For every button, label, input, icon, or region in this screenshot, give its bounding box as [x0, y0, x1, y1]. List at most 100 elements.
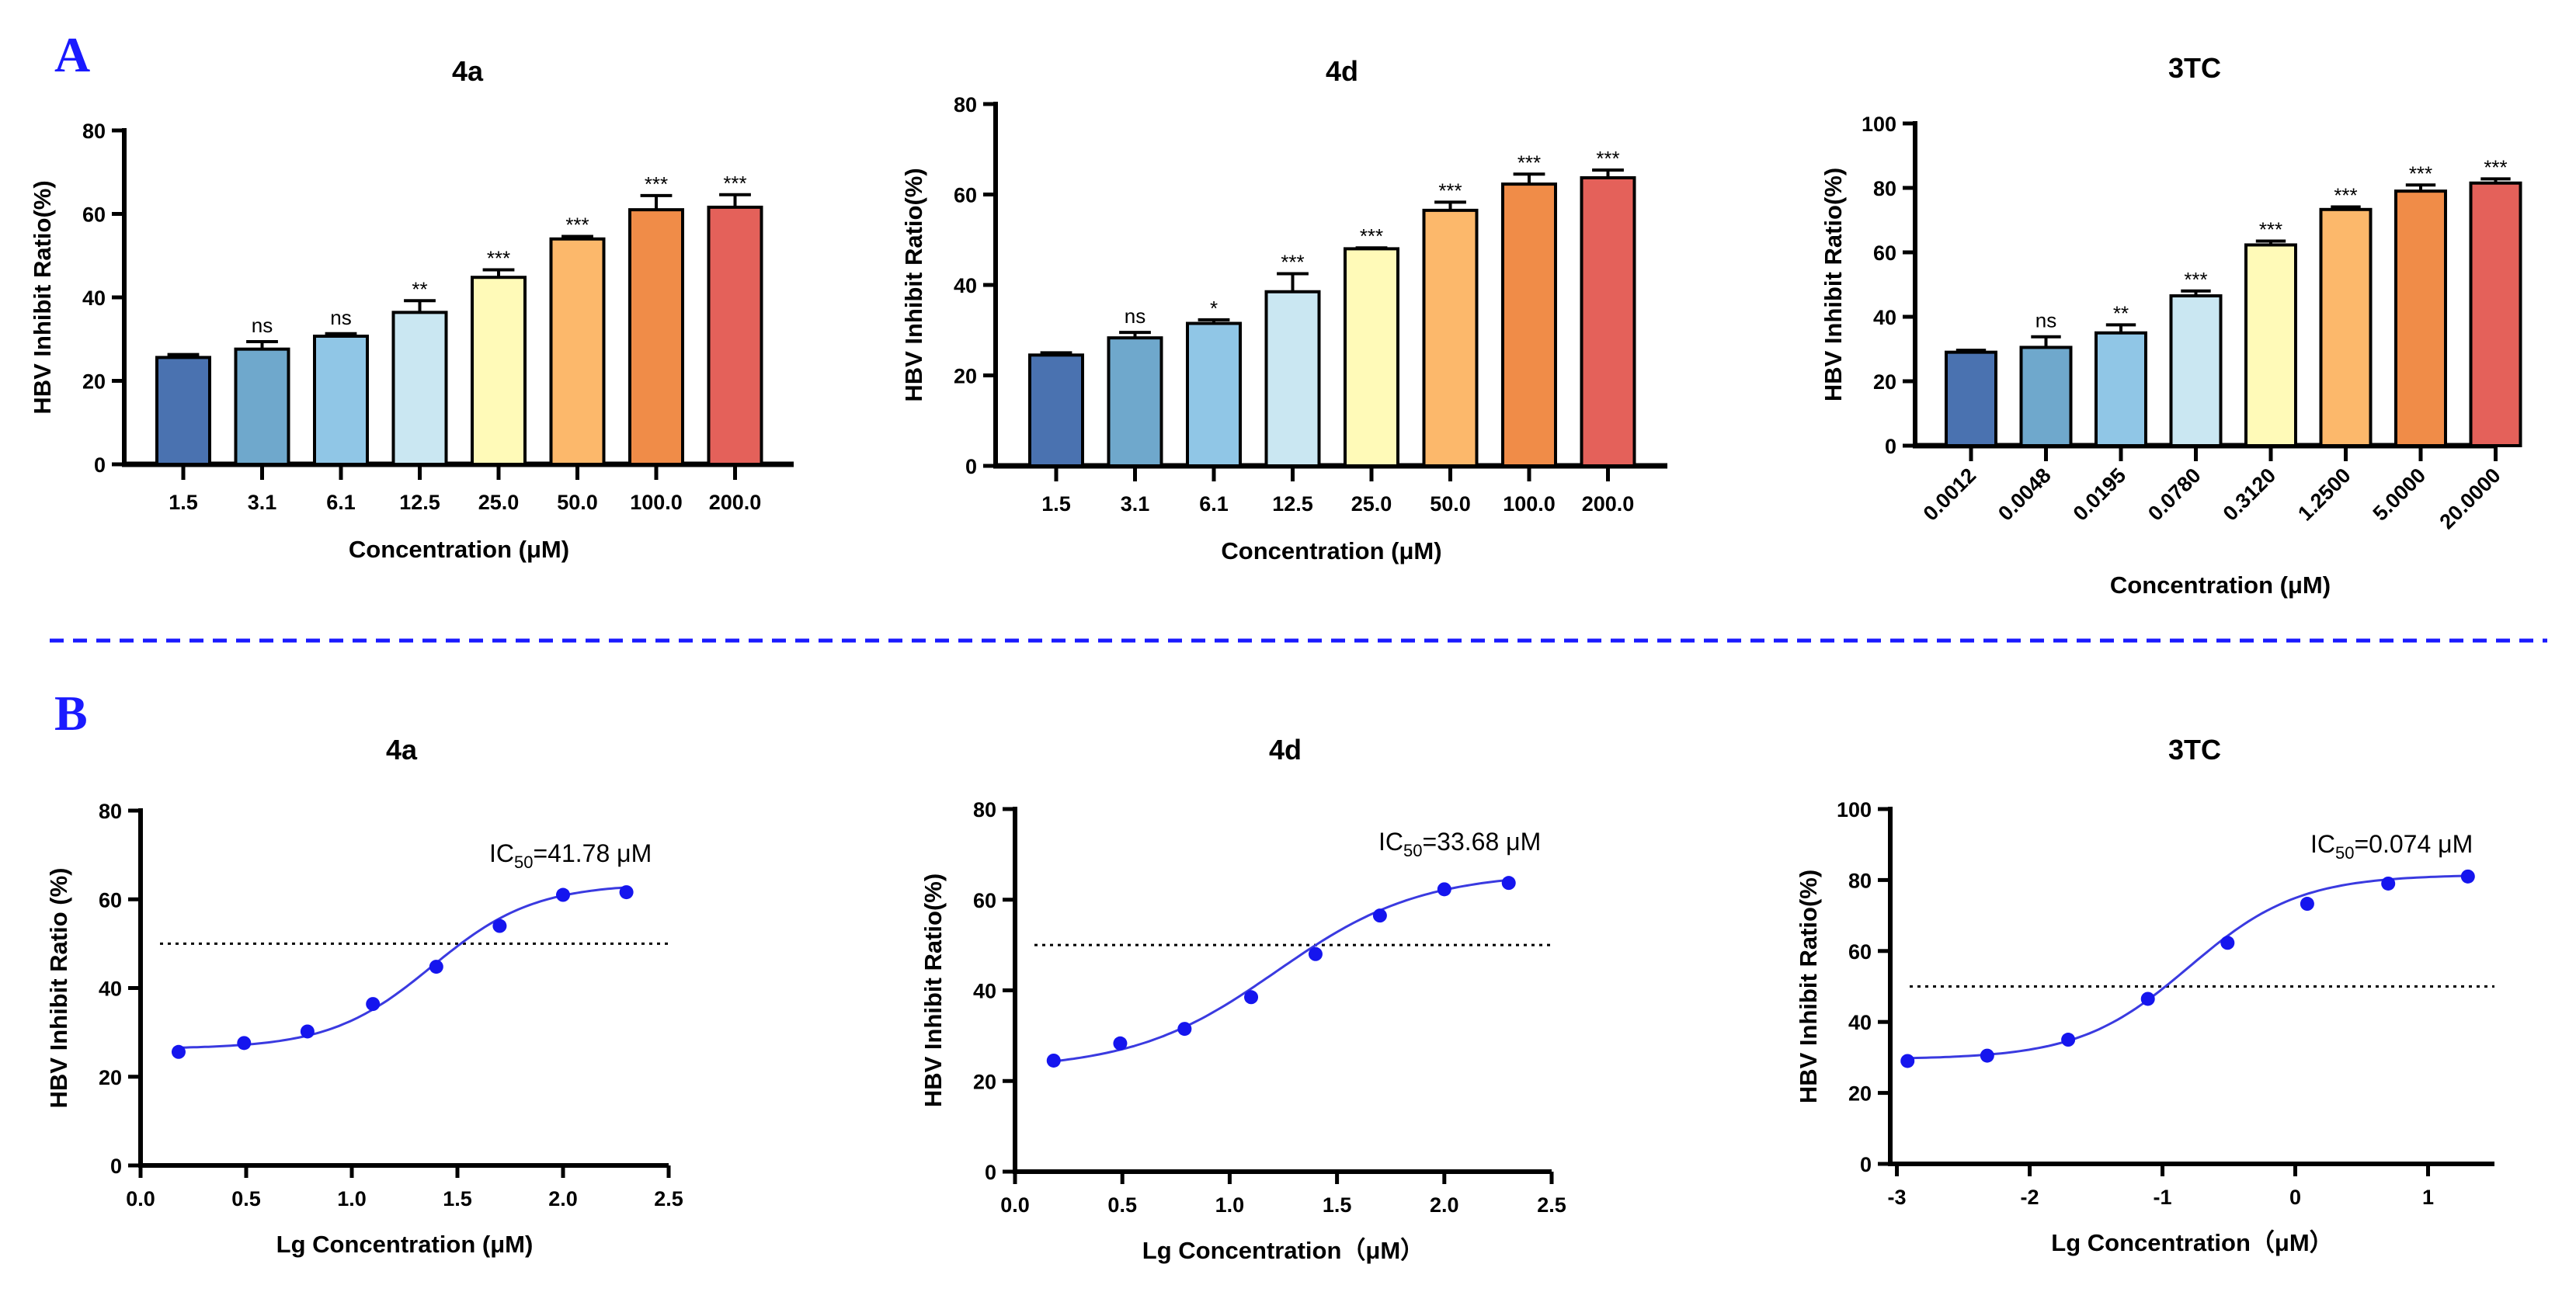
bar — [313, 334, 369, 466]
x-tick-label: 5.0000 — [2369, 464, 2431, 526]
bar — [2319, 207, 2373, 447]
y-tick-label: 20 — [99, 1066, 122, 1089]
y-tick-label: 20 — [82, 370, 106, 394]
data-point — [2061, 1033, 2076, 1047]
y-axis-title: HBV Inhibit Ratio(%) — [1820, 168, 1847, 401]
x-tick-label: 6.1 — [1199, 492, 1229, 516]
chart-title: 4d — [1269, 734, 1302, 766]
x-tick-label: -2 — [2021, 1186, 2039, 1209]
bar — [1422, 208, 1479, 467]
significance-label: ns — [2035, 309, 2056, 332]
significance-label: *** — [2484, 155, 2507, 179]
bar — [1945, 350, 1997, 447]
data-point — [1372, 908, 1387, 923]
bar — [1186, 321, 1242, 468]
significance-label: *** — [2259, 217, 2282, 241]
x-tick-label: 100.0 — [1503, 492, 1556, 516]
significance-label: ns — [252, 314, 273, 337]
y-tick-label: 40 — [954, 274, 977, 297]
data-point — [171, 1044, 186, 1059]
x-tick-label: 2.0 — [548, 1187, 578, 1210]
data-point — [492, 919, 507, 933]
data-point — [2460, 869, 2475, 884]
data-point — [1437, 882, 1451, 897]
x-tick-label: 1.5 — [1323, 1193, 1352, 1217]
data-point — [1900, 1054, 1915, 1068]
y-tick-label: 80 — [954, 93, 977, 116]
y-tick-label: 20 — [1873, 370, 1896, 394]
y-tick-label: 0 — [985, 1161, 996, 1184]
data-point — [1308, 946, 1323, 961]
significance-label: *** — [645, 172, 668, 196]
x-tick-label: 3.1 — [1121, 492, 1150, 516]
x-tick-label: 1.5 — [169, 491, 198, 514]
x-tick-label: 12.5 — [1272, 492, 1313, 516]
y-axis-title: HBV Inhibit Ratio(%) — [1795, 870, 1822, 1103]
ic50-prefix: IC — [489, 839, 514, 867]
ic50-subscript: 50 — [2335, 843, 2354, 863]
ic50-annotation: IC50=0.074 μM — [2310, 830, 2473, 863]
y-tick-label: 60 — [1848, 940, 1872, 964]
significance-label: *** — [1438, 179, 1462, 202]
bar-chart-4a: 0 20 40 60 80 HBV Inhibit Ratio(%) 4a 1.5 ns 3.1 n… — [29, 55, 794, 563]
x-tick-label: 100.0 — [630, 491, 683, 514]
x-tick-label: 1.0 — [1215, 1193, 1245, 1217]
chart-title: 4d — [1326, 55, 1358, 87]
y-tick-label: 80 — [99, 800, 122, 823]
ic50-value: =0.074 μM — [2354, 830, 2473, 858]
x-tick-label: 50.0 — [557, 491, 598, 514]
significance-label: ** — [2113, 301, 2129, 325]
significance-label: *** — [1360, 224, 1383, 248]
chart-title: 3TC — [2168, 734, 2221, 766]
x-tick-label: -3 — [1888, 1186, 1907, 1209]
x-tick-label: 1 — [2422, 1186, 2434, 1209]
x-axis-title: Lg Concentration（μM） — [1142, 1237, 1424, 1264]
bar — [1580, 175, 1636, 467]
data-point — [300, 1024, 315, 1039]
x-axis-title: Concentration (μM) — [2110, 571, 2331, 599]
data-point — [366, 997, 381, 1012]
significance-label: *** — [723, 172, 746, 195]
x-tick-label: 1.5 — [443, 1187, 472, 1210]
significance-label: *** — [2334, 183, 2357, 207]
data-point — [1244, 990, 1259, 1005]
y-tick-label: 60 — [973, 889, 996, 912]
fit-curve — [1053, 878, 1509, 1063]
significance-label: *** — [565, 214, 589, 237]
panel-label-b: B — [54, 686, 88, 741]
x-tick-label: 0.0012 — [1919, 464, 1981, 526]
panel-label-a: A — [54, 27, 90, 82]
bar — [2394, 189, 2447, 447]
dose-response-chart-3TC: 0 20 40 60 80 100 HBV Inhibit Ratio(%) 3TC -3 -2 -… — [1795, 734, 2494, 1256]
bar — [628, 208, 684, 466]
ic50-subscript: 50 — [514, 853, 533, 872]
x-tick-label: 200.0 — [1582, 492, 1635, 516]
data-point — [429, 960, 443, 974]
significance-label: *** — [2184, 268, 2207, 291]
x-tick-label: 0.5 — [231, 1187, 261, 1210]
significance-label: *** — [1281, 250, 1304, 273]
data-point — [1980, 1048, 1994, 1063]
y-axis-title: HBV Inhibit Ratio(%) — [920, 873, 947, 1107]
data-point — [2300, 897, 2314, 912]
significance-label: *** — [2409, 162, 2432, 185]
bar — [1264, 290, 1321, 467]
ic50-subscript: 50 — [1403, 841, 1422, 860]
y-axis-title: HBV Inhibit Ratio (%) — [45, 868, 72, 1109]
x-tick-label: 6.1 — [326, 491, 356, 514]
x-tick-label: 1.0 — [337, 1187, 367, 1210]
bar — [1501, 182, 1557, 467]
x-tick-label: 12.5 — [399, 491, 440, 514]
ic50-prefix: IC — [2310, 830, 2335, 858]
y-tick-label: 20 — [973, 1070, 996, 1093]
y-tick-label: 80 — [973, 798, 996, 821]
x-tick-label: 0 — [2289, 1186, 2301, 1209]
data-point — [1501, 876, 1516, 891]
bar — [234, 347, 290, 466]
x-axis-title: Concentration (μM) — [1221, 537, 1441, 564]
y-axis-title: HBV Inhibit Ratio(%) — [29, 180, 56, 414]
significance-label: *** — [1517, 151, 1541, 174]
y-tick-label: 40 — [1873, 306, 1896, 329]
bar — [707, 205, 763, 466]
